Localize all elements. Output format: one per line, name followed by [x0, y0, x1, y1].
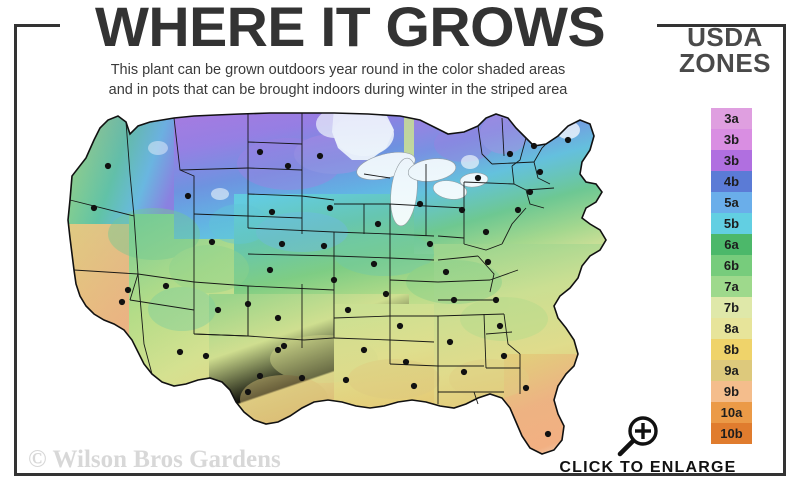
legend-zone-10a-14: 10a — [711, 402, 752, 423]
frame-top-right-border — [657, 24, 786, 27]
legend-zone-9b-13: 9b — [711, 381, 752, 402]
legend-zone-5b-5: 5b — [711, 213, 752, 234]
state-borders — [69, 113, 555, 405]
legend-title-line-1: USDA — [687, 22, 763, 52]
legend-zone-9a-12: 9a — [711, 360, 752, 381]
legend-zone-10b-15: 10b — [711, 423, 752, 444]
frame-bottom-border — [14, 473, 786, 476]
frame-right-border — [783, 24, 786, 476]
frame-top-left-border — [14, 24, 60, 27]
national-outline — [67, 112, 607, 455]
frame-left-border — [14, 24, 17, 476]
legend-zone-3a-0: 3a — [711, 108, 752, 129]
subtitle-line-2: and in pots that can be brought indoors … — [108, 82, 568, 98]
subtitle-line-1: This plant can be grown outdoors year ro… — [110, 62, 566, 78]
usda-zone-map — [34, 104, 654, 464]
legend-zone-6a-6: 6a — [711, 234, 752, 255]
map-zone-fill — [68, 113, 606, 454]
legend-zone-8b-11: 8b — [711, 339, 752, 360]
city-dot-group — [90, 136, 572, 438]
page-title: WHERE IT GROWS — [94, 0, 606, 58]
legend-zone-6b-7: 6b — [711, 255, 752, 276]
legend-zone-list: 3a 3b 3b 4b 5a 5b 6a 6b 7a 7b 8a 8b 9a 9b 10a 10b — [711, 108, 752, 444]
watermark: © Wilson Bros Gardens — [28, 446, 281, 473]
page-subtitle: This plant can be grown outdoors year ro… — [28, 60, 648, 100]
legend-zone-7a-8: 7a — [711, 276, 752, 297]
legend-zone-8a-10: 8a — [711, 318, 752, 339]
legend-zone-3b-2: 3b — [711, 150, 752, 171]
legend-zone-7b-9: 7b — [711, 297, 752, 318]
legend-zone-5a-4: 5a — [711, 192, 752, 213]
legend-zone-3b-1: 3b — [711, 129, 752, 150]
magnifier-plus-icon[interactable] — [610, 414, 666, 458]
click-to-enlarge-label[interactable]: CLICK TO ENLARGE — [559, 459, 737, 476]
legend-title-line-2: ZONES — [678, 48, 772, 78]
legend-title: USDA ZONES — [660, 24, 790, 76]
legend-zone-4b-3: 4b — [711, 171, 752, 192]
